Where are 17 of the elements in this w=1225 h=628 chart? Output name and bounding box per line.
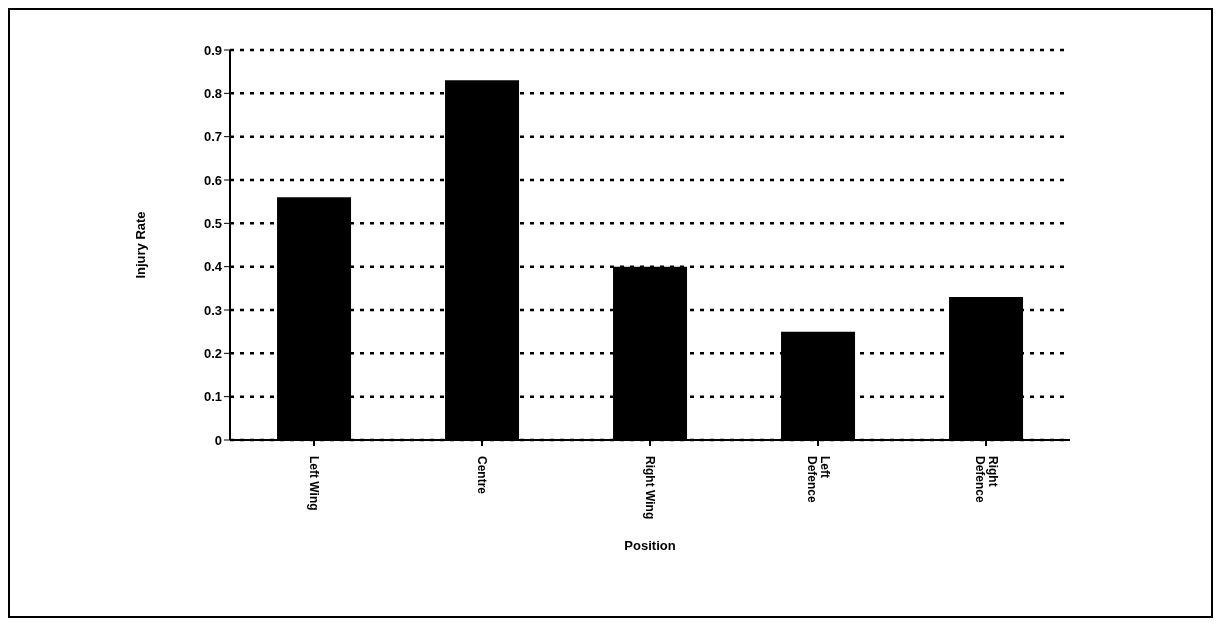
y-tick-label: 0.8 — [203, 85, 222, 101]
x-axis-title: Position — [624, 538, 676, 553]
y-tick-label: 0.7 — [203, 129, 222, 145]
y-axis-title: Injury Rate — [132, 211, 148, 279]
y-tick-label: 0.9 — [203, 42, 222, 58]
x-tick-label: Right Wing — [643, 456, 657, 520]
x-tick-label: Left Wing — [307, 456, 321, 511]
y-tick-label: 0.1 — [203, 389, 222, 405]
y-tick-label: 0.3 — [203, 302, 222, 318]
x-tick-label: Left Defence — [804, 456, 832, 504]
y-tick-label: 0.2 — [203, 345, 222, 361]
y-tick-label: 0.6 — [203, 172, 222, 188]
y-tick-label: 0 — [214, 432, 222, 448]
y-tick-label: 0.4 — [203, 259, 223, 275]
y-tick-label: 0.5 — [203, 215, 222, 231]
x-tick-label: Centre — [475, 456, 489, 495]
x-tick-label: Right Defence — [972, 456, 1000, 504]
